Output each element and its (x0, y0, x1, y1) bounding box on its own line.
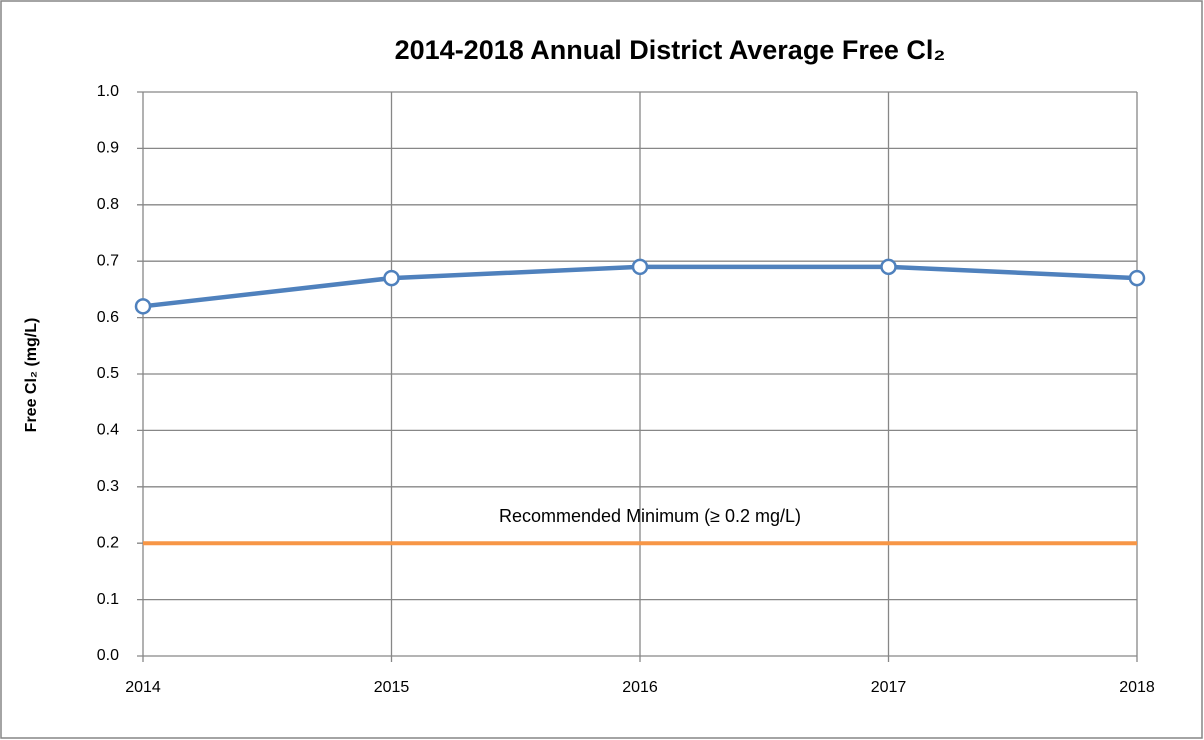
x-tick-label: 2016 (622, 679, 658, 696)
y-tick-label: 0.8 (97, 196, 119, 213)
x-tick-label: 2015 (374, 679, 410, 696)
y-tick-label: 0.3 (97, 478, 119, 495)
y-tick-label: 0.4 (97, 422, 119, 439)
y-tick-label: 0.6 (97, 309, 119, 326)
reference-label: Recommended Minimum (≥ 0.2 mg/L) (499, 506, 801, 526)
y-tick-label: 0.1 (97, 591, 119, 608)
y-tick-label: 0.5 (97, 365, 119, 382)
data-point (134, 298, 152, 315)
x-tick-label: 2018 (1119, 679, 1155, 696)
x-tick-label: 2014 (125, 679, 161, 696)
x-tick-label: 2017 (871, 679, 907, 696)
data-point (880, 258, 897, 276)
data-point (631, 258, 649, 276)
y-tick-label: 0.7 (97, 252, 119, 269)
y-tick-label: 0.0 (97, 647, 119, 664)
y-tick-label: 1.0 (97, 83, 119, 100)
data-point (383, 269, 400, 287)
y-tick-label: 0.9 (97, 140, 119, 157)
y-tick-label: 0.2 (97, 534, 119, 551)
y-axis-label: Free Cl₂ (mg/L) (23, 318, 40, 433)
chart-title: 2014-2018 Annual District Average Free C… (395, 35, 946, 65)
data-point (1128, 269, 1146, 287)
